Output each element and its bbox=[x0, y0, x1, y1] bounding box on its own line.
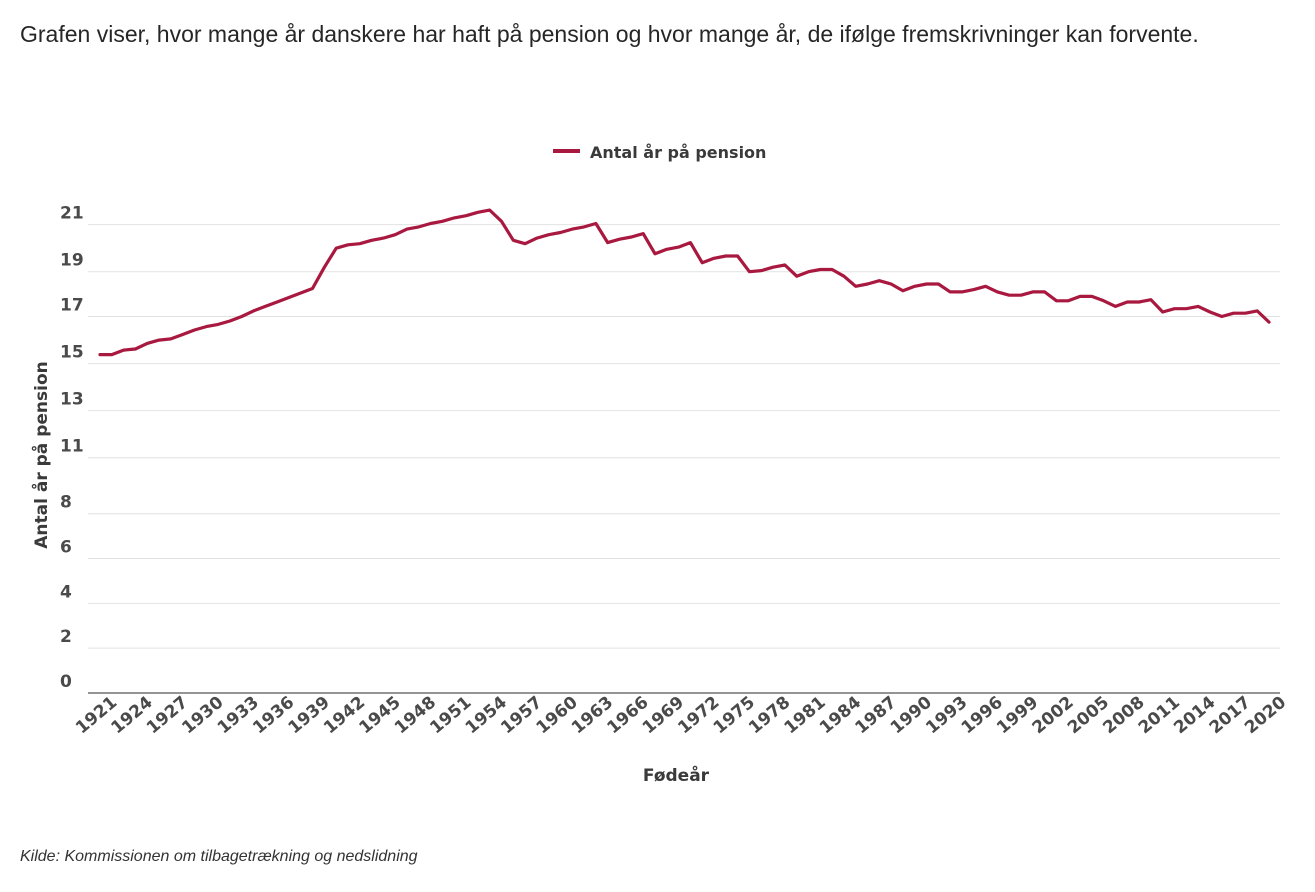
y-tick-label: 2 bbox=[60, 627, 72, 647]
source-note: Kilde: Kommissionen om tilbagetrækning o… bbox=[20, 848, 418, 865]
intro-text: Grafen viser, hvor mange år danskere har… bbox=[20, 21, 1199, 47]
y-tick-label: 8 bbox=[60, 493, 72, 513]
y-tick-label: 6 bbox=[60, 538, 72, 558]
y-tick-label: 11 bbox=[60, 437, 84, 457]
y-tick-label: 19 bbox=[60, 251, 84, 271]
y-tick-label: 0 bbox=[60, 672, 72, 692]
y-tick-label: 21 bbox=[60, 204, 84, 224]
y-axis-title: Antal år på pension bbox=[30, 361, 52, 548]
y-tick-label: 15 bbox=[60, 343, 84, 363]
legend: Antal år på pension bbox=[553, 143, 766, 162]
series-line-antal-aar-paa-pension bbox=[98, 208, 1271, 357]
x-axis-title: Fødeår bbox=[643, 764, 710, 786]
y-tick-label: 13 bbox=[60, 390, 84, 410]
y-tick-label: 4 bbox=[60, 582, 72, 602]
y-tick-label: 17 bbox=[60, 296, 84, 316]
legend-label: Antal år på pension bbox=[590, 143, 766, 162]
x-tick-label: 2020 bbox=[1241, 692, 1290, 738]
